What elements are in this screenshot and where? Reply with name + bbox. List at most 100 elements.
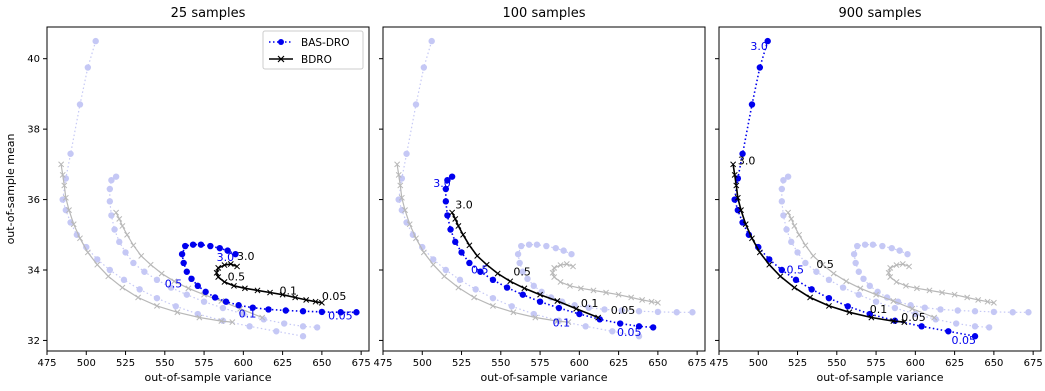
series-bas-dro-point bbox=[452, 238, 459, 246]
series-bas-dro-point bbox=[866, 310, 873, 318]
faded-900-samples-bas-dro-point bbox=[412, 101, 420, 108]
series-bdro-point bbox=[573, 305, 580, 312]
annotation-label: 0.1 bbox=[553, 316, 571, 329]
faded-25-samples-bdro-point bbox=[603, 289, 609, 296]
faded-900-samples-bas-dro-point bbox=[472, 286, 479, 293]
series-bdro-point bbox=[279, 291, 286, 298]
faded-25-samples-bas-dro-point bbox=[1009, 309, 1016, 316]
x-tick-label: 525 bbox=[116, 358, 135, 369]
faded-25-samples-bdro-line bbox=[887, 263, 995, 304]
faded-25-samples-bdro-point bbox=[887, 274, 894, 280]
series-bdro-point bbox=[554, 298, 561, 304]
x-tick-label: 625 bbox=[945, 358, 964, 369]
series-bas-dro-point bbox=[188, 275, 195, 283]
faded-25-samples-bas-dro-point bbox=[854, 242, 861, 250]
faded-25-samples-bas-dro-point bbox=[866, 282, 873, 290]
annotation-label: 3.0 bbox=[750, 40, 768, 53]
faded-900-samples-bas-dro-point bbox=[420, 64, 428, 71]
faded-100-samples-bas-dro-point bbox=[783, 226, 790, 233]
series-bdro-point bbox=[318, 299, 325, 306]
series-bas-dro-point bbox=[265, 306, 272, 313]
faded-25-samples-bdro-point bbox=[551, 274, 558, 280]
panel-title-25: 25 samples bbox=[171, 6, 246, 21]
plot-area-900: 475 500 525 550 575 600 625 650 675 out-of-sample… bbox=[709, 26, 1043, 384]
annotation-label: 3.0 bbox=[217, 251, 235, 264]
faded-900-samples-bdro-point bbox=[471, 294, 478, 301]
faded-100-samples-bas-dro-point bbox=[200, 298, 208, 305]
x-tick-label: 500 bbox=[413, 358, 432, 369]
series-bas-dro-point bbox=[216, 244, 223, 252]
series-bas-dro-point bbox=[224, 247, 231, 254]
faded-25-samples-bdro-point bbox=[939, 289, 945, 296]
series-bas-dro-point bbox=[555, 304, 563, 312]
series-bas-dro-point bbox=[825, 294, 833, 302]
faded-100-samples-bdro-point bbox=[890, 298, 897, 304]
annotation-label: 0.5 bbox=[816, 258, 834, 271]
y-axis-label: out-of-sample mean bbox=[4, 134, 17, 245]
faded-100-samples-bas-dro-point bbox=[952, 320, 960, 327]
faded-25-samples-bdro-point bbox=[893, 279, 900, 285]
faded-100-samples-bas-dro-point bbox=[141, 268, 148, 275]
series-bas-dro-point bbox=[202, 288, 209, 296]
faded-900-samples-bdro-point bbox=[398, 194, 405, 201]
faded-25-samples-bas-dro-point bbox=[689, 309, 696, 316]
x-tick-label: 550 bbox=[827, 358, 846, 369]
faded-25-samples-bas-dro-point bbox=[861, 241, 869, 248]
series-bas-dro-point bbox=[318, 308, 326, 316]
x-tick-label: 675 bbox=[688, 358, 707, 369]
faded-900-samples-bdro-point bbox=[532, 314, 539, 321]
series-bdro-point bbox=[766, 261, 773, 268]
faded-25-samples-bas-dro-point bbox=[525, 241, 533, 248]
series-bas-dro-point bbox=[503, 284, 511, 291]
faded-900-samples-bdro-point bbox=[94, 261, 101, 268]
x-tick-label: 650 bbox=[984, 358, 1003, 369]
series-bas-dro-point bbox=[536, 298, 544, 305]
faded-25-samples-bdro-point bbox=[639, 296, 646, 303]
faded-100-samples-bdro-point bbox=[185, 285, 192, 292]
annotation-label: 3.0 bbox=[433, 177, 451, 190]
faded-100-samples-bdro-point bbox=[130, 242, 137, 249]
series-bdro-point bbox=[777, 273, 784, 280]
series-bas-dro-point bbox=[178, 250, 186, 258]
faded-25-samples-bdro-point bbox=[899, 261, 906, 267]
faded-25-samples-bas-dro-point bbox=[896, 247, 903, 254]
annotation-label: 0.5 bbox=[228, 271, 246, 284]
faded-100-samples-bdro-point bbox=[873, 291, 880, 298]
annotation-label: 0.05 bbox=[901, 311, 926, 324]
faded-25-samples-bas-dro-point bbox=[1025, 309, 1032, 316]
faded-900-samples-bdro-point bbox=[565, 319, 572, 326]
faded-900-samples-bas-dro-point bbox=[395, 196, 402, 203]
x-tick-label: 475 bbox=[37, 358, 56, 369]
x-tick-label: 550 bbox=[491, 358, 510, 369]
faded-25-samples-bas-dro-point bbox=[519, 268, 526, 275]
faded-900-samples-bdro-point bbox=[61, 182, 68, 189]
series-bas-dro-point bbox=[764, 37, 771, 45]
faded-25-samples-bdro-point bbox=[964, 294, 971, 301]
x-tick-label: 475 bbox=[373, 358, 392, 369]
faded-100-samples-bas-dro-point bbox=[116, 238, 123, 246]
faded-25-samples-bas-dro-point bbox=[904, 250, 911, 258]
faded-900-samples-bdro-point bbox=[510, 309, 517, 316]
series-bdro-point bbox=[215, 274, 222, 280]
panel-title-900: 900 samples bbox=[839, 6, 922, 21]
annotation-label: 0.5 bbox=[513, 265, 531, 278]
faded-900-samples-bdro-point bbox=[174, 309, 181, 316]
faded-100-samples-bas-dro-point bbox=[219, 304, 227, 312]
series-bas-dro-point bbox=[337, 309, 344, 316]
faded-100-samples-bdro-point bbox=[819, 261, 826, 268]
series-bas-dro-point bbox=[194, 282, 201, 290]
series-bas-dro-point bbox=[444, 176, 451, 184]
faded-25-samples-bas-dro-point bbox=[852, 259, 859, 267]
faded-25-samples-bas-dro-point bbox=[971, 308, 979, 315]
faded-900-samples-bas-dro-point bbox=[273, 328, 280, 335]
faded-100-samples-bdro-line bbox=[115, 212, 263, 319]
series-bdro-point bbox=[825, 302, 832, 309]
series-bdro-point bbox=[756, 249, 763, 256]
faded-900-samples-bas-dro-point bbox=[194, 310, 201, 318]
series-bdro-point bbox=[507, 278, 514, 285]
series-bdro-point bbox=[749, 235, 755, 242]
series-bas-dro-point bbox=[222, 298, 230, 305]
series-bas-dro-point bbox=[180, 259, 187, 267]
faded-25-samples-bdro-point bbox=[570, 263, 577, 270]
